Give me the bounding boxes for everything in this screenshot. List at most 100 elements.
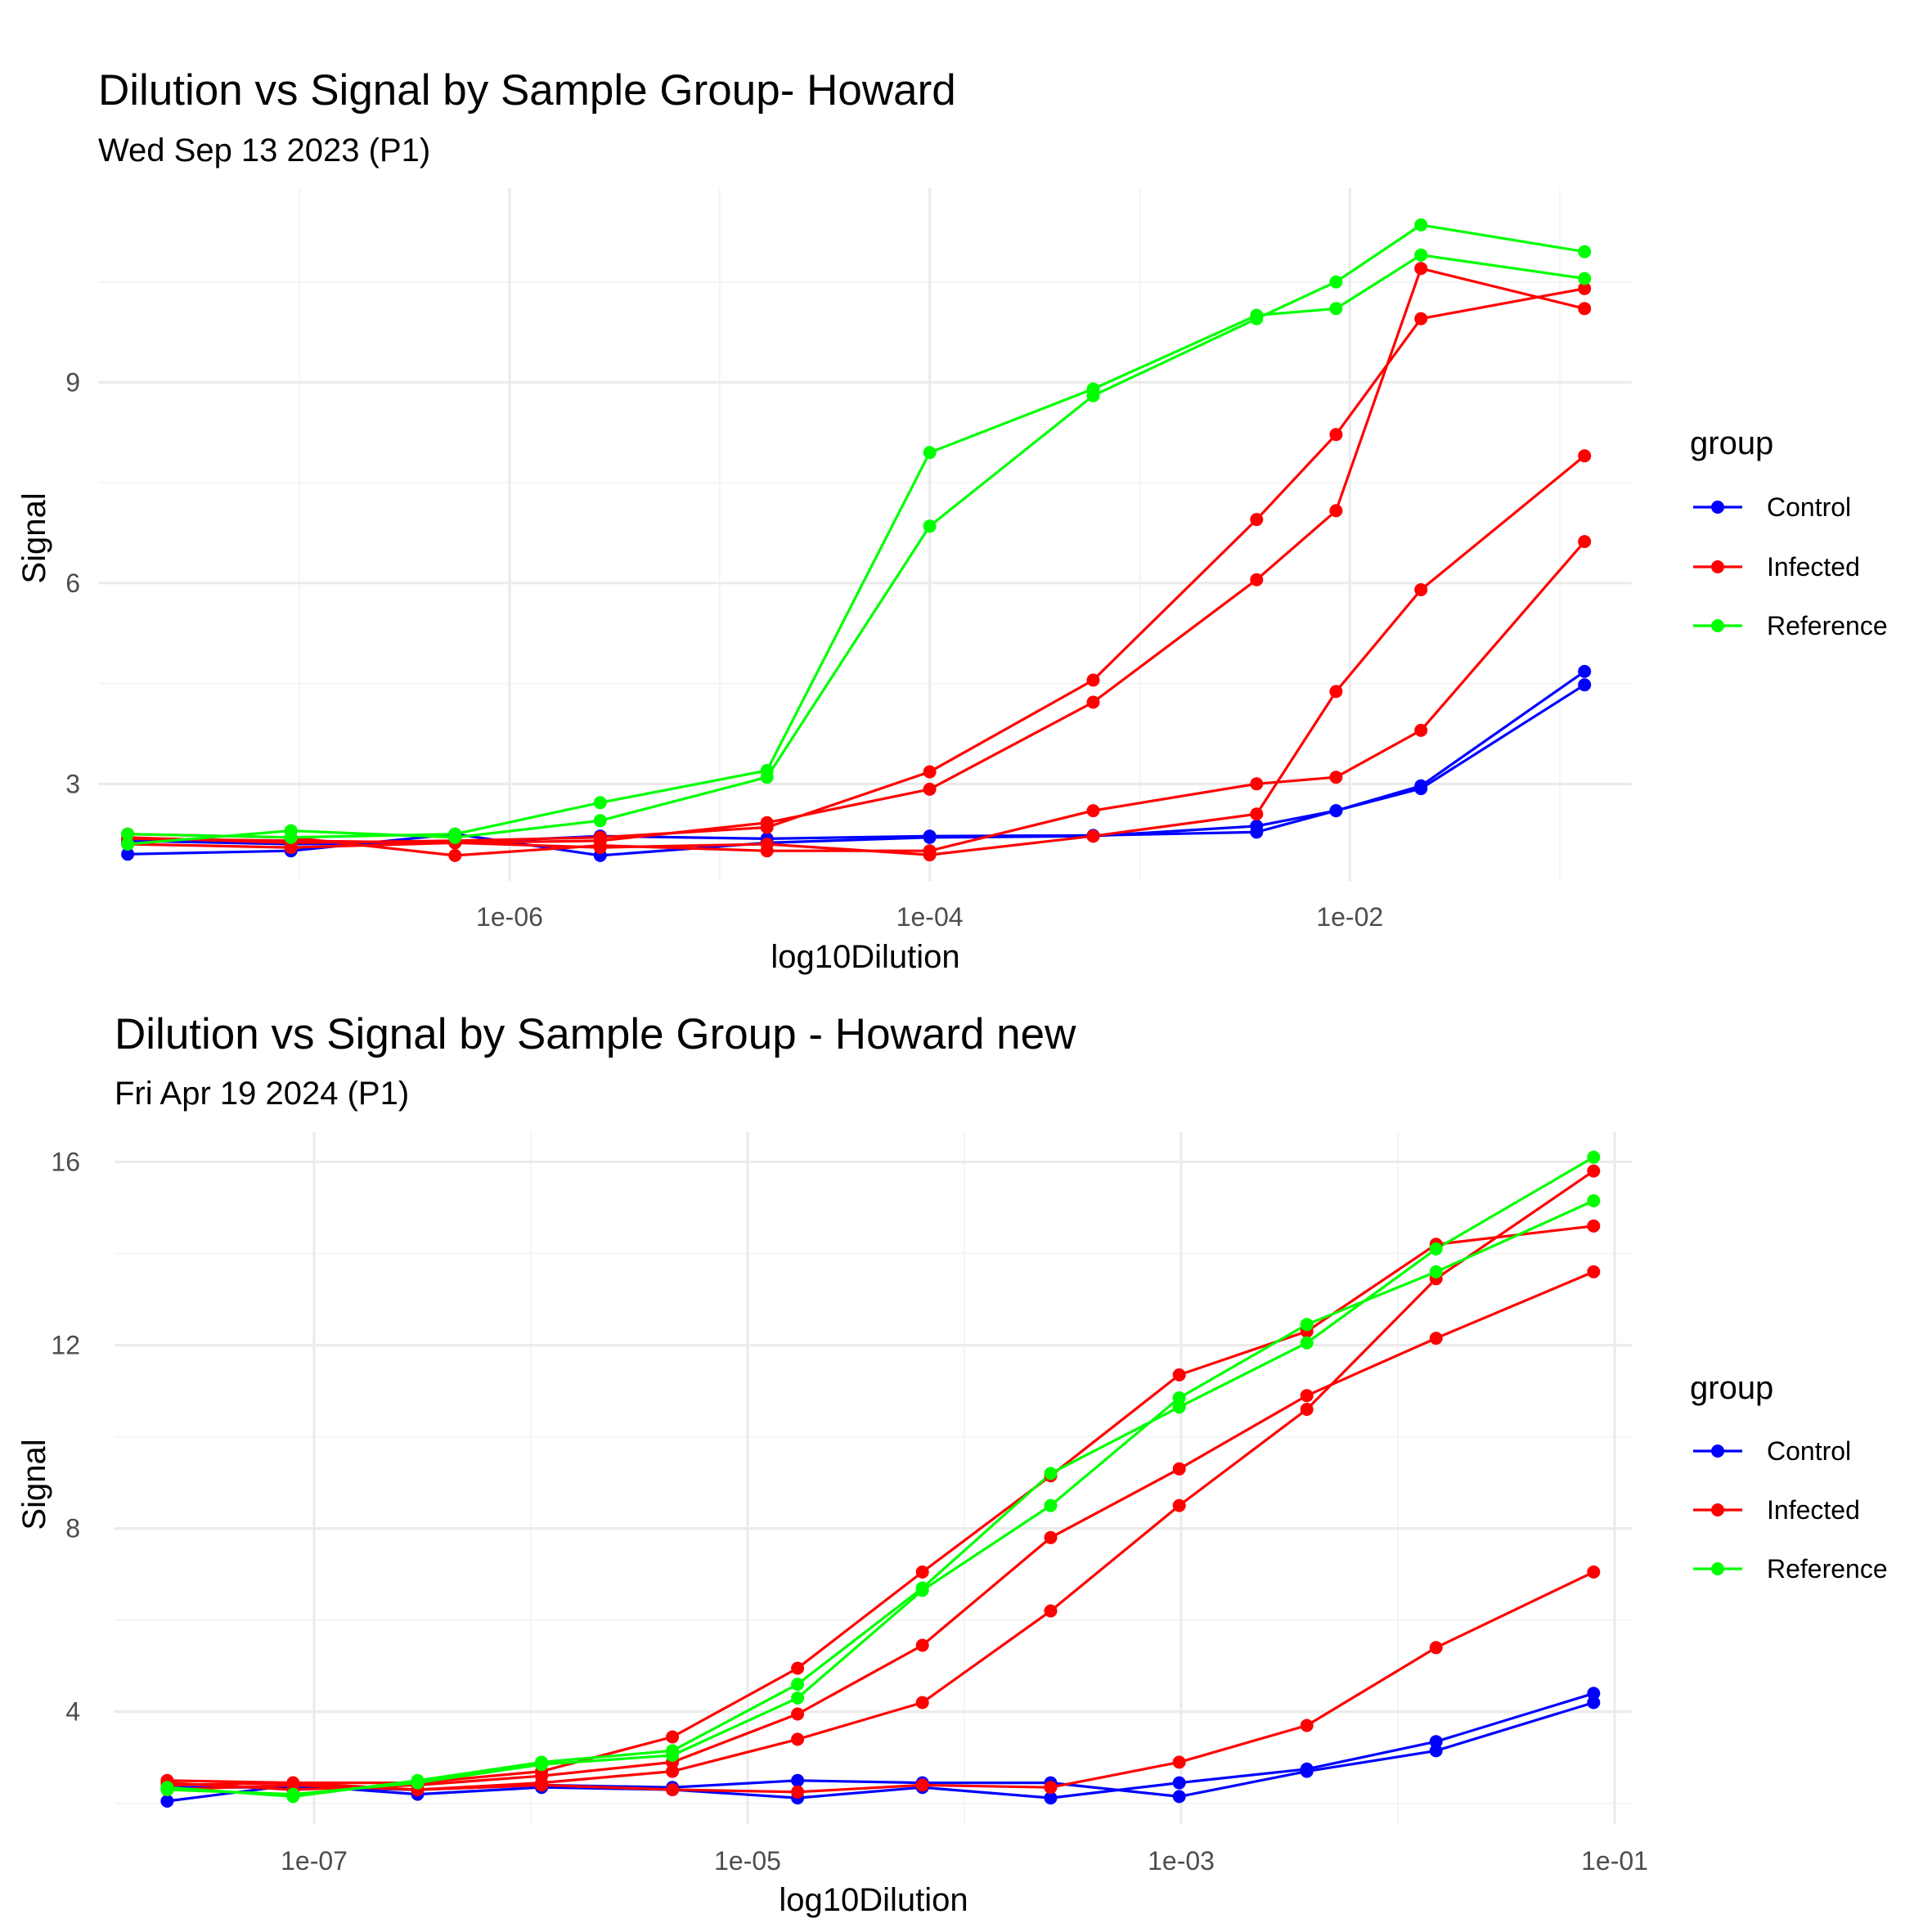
chart-1-plot-area: 3 6 9 1e-06 1e-04 1e-02 bbox=[65, 188, 1632, 932]
chart-2-data-point-reference bbox=[1172, 1391, 1186, 1404]
chart-2-data-point-infected bbox=[1172, 1498, 1186, 1512]
chart-2-data-point-infected bbox=[666, 1730, 680, 1744]
chart-2-data-point-reference bbox=[1044, 1467, 1058, 1480]
chart-1-data-point-reference bbox=[923, 446, 937, 460]
chart-2-data-point-reference bbox=[791, 1678, 805, 1692]
chart-2-data-point-reference bbox=[286, 1787, 300, 1801]
chart-2-data-point-infected bbox=[791, 1785, 805, 1799]
chart-1-data-point-control bbox=[1329, 804, 1343, 818]
chart-2-x-tick-label: 1e-05 bbox=[714, 1846, 781, 1876]
chart-2-data-point-reference bbox=[411, 1776, 425, 1790]
chart-1-legend-title: group bbox=[1690, 425, 1773, 461]
chart-2-data-point-infected bbox=[1587, 1265, 1601, 1278]
chart-1-data-point-reference bbox=[593, 796, 607, 810]
chart-2-data-point-control bbox=[1172, 1790, 1186, 1804]
chart-2-legend-label-reference: Reference bbox=[1767, 1554, 1888, 1584]
chart-1-legend-label-infected: Infected bbox=[1767, 552, 1860, 582]
chart-2-data-point-infected bbox=[1044, 1604, 1058, 1618]
chart-1-data-point-reference bbox=[1086, 382, 1100, 396]
chart-2-data-point-control bbox=[1429, 1744, 1443, 1758]
chart-2-data-point-infected bbox=[666, 1783, 680, 1796]
chart-1-data-point-infected bbox=[923, 848, 937, 862]
chart-1-title: Dilution vs Signal by Sample Group- Howa… bbox=[98, 66, 956, 115]
chart-1-data-point-infected bbox=[448, 848, 462, 862]
chart-1-data-point-control bbox=[1578, 678, 1592, 692]
chart-1-data-point-infected bbox=[1329, 771, 1343, 784]
chart-2-y-tick-label: 8 bbox=[65, 1514, 80, 1543]
chart-2-data-point-infected bbox=[791, 1661, 805, 1675]
chart-1-data-point-control bbox=[923, 829, 937, 843]
chart-2-data-point-infected bbox=[286, 1776, 300, 1790]
chart-2-data-point-infected bbox=[1587, 1565, 1601, 1579]
chart-1-data-point-control bbox=[1250, 825, 1264, 839]
chart-2-data-point-reference bbox=[1429, 1265, 1443, 1278]
chart-1-legend-key-point-infected bbox=[1711, 560, 1724, 573]
chart-1-data-point-infected bbox=[1250, 777, 1264, 791]
chart-1-data-point-reference bbox=[1414, 248, 1428, 262]
chart-2-data-point-control bbox=[1429, 1735, 1443, 1749]
chart-2-y-tick-label: 12 bbox=[51, 1331, 80, 1360]
chart-1-x-axis-title: log10Dilution bbox=[771, 939, 959, 975]
chart-1-data-point-infected bbox=[1250, 573, 1264, 586]
chart-2-data-point-control bbox=[1044, 1791, 1058, 1805]
chart-2-data-point-infected bbox=[1172, 1755, 1186, 1769]
chart-1-data-point-infected bbox=[1250, 807, 1264, 821]
chart-2-data-point-reference bbox=[1587, 1194, 1601, 1207]
chart-2-data-point-infected bbox=[791, 1707, 805, 1721]
chart-2-title: Dilution vs Signal by Sample Group - How… bbox=[115, 1010, 1076, 1058]
chart-2-x-tick-label: 1e-01 bbox=[1581, 1846, 1648, 1876]
chart-2-data-point-reference bbox=[915, 1584, 929, 1597]
chart-2-data-point-infected bbox=[1044, 1530, 1058, 1544]
chart-2-legend-key-point-control bbox=[1711, 1445, 1724, 1458]
chart-2-data-point-infected bbox=[1172, 1462, 1186, 1476]
chart-1-x-tick-label: 1e-06 bbox=[476, 902, 543, 932]
chart-2-data-point-reference bbox=[1300, 1318, 1314, 1332]
chart-1-data-point-reference bbox=[284, 830, 298, 844]
chart-2-data-point-infected bbox=[1172, 1368, 1186, 1382]
chart-1-data-point-infected bbox=[1086, 673, 1100, 687]
chart-1-data-point-control bbox=[121, 847, 135, 861]
chart-1-data-point-reference bbox=[448, 827, 462, 841]
chart-2-data-point-reference bbox=[535, 1758, 549, 1772]
chart-1-y-axis-title: Signal bbox=[16, 492, 52, 583]
chart-2-data-point-infected bbox=[1300, 1389, 1314, 1403]
chart-2-data-point-reference bbox=[1044, 1498, 1058, 1512]
chart-1-data-point-infected bbox=[1414, 312, 1428, 326]
chart-2-data-point-reference bbox=[160, 1783, 174, 1796]
chart-2-legend-key-point-reference bbox=[1711, 1562, 1724, 1575]
chart-1-data-point-infected bbox=[760, 838, 774, 851]
chart-2-data-point-infected bbox=[1429, 1332, 1443, 1346]
chart-1-data-point-control bbox=[1414, 782, 1428, 796]
chart-panel-1: Dilution vs Signal by Sample Group- Howa… bbox=[16, 66, 1888, 975]
chart-panel-2: Dilution vs Signal by Sample Group - How… bbox=[16, 1010, 1888, 1918]
chart-1-data-point-reference bbox=[760, 764, 774, 777]
chart-2-data-point-control bbox=[160, 1795, 174, 1808]
chart-2-series-line-control bbox=[167, 1692, 1594, 1803]
chart-1-data-point-infected bbox=[1578, 281, 1592, 295]
chart-2-legend-title: group bbox=[1690, 1370, 1773, 1406]
chart-1-data-point-reference bbox=[121, 838, 135, 851]
chart-2-y-axis-title: Signal bbox=[16, 1439, 52, 1530]
chart-2-data-point-control bbox=[791, 1773, 805, 1787]
chart-2-data-point-infected bbox=[666, 1764, 680, 1778]
chart-2-series-line-reference bbox=[167, 1156, 1595, 1798]
chart-2-data-point-infected bbox=[915, 1565, 929, 1579]
chart-2-data-point-reference bbox=[1587, 1150, 1601, 1164]
chart-1-legend-key-point-reference bbox=[1711, 619, 1724, 632]
chart-2-legend-label-control: Control bbox=[1767, 1436, 1851, 1466]
chart-1-data-point-infected bbox=[1414, 723, 1428, 737]
chart-2-data-point-control bbox=[1172, 1776, 1186, 1790]
chart-2-series-line-reference bbox=[167, 1199, 1594, 1796]
chart-2-data-point-infected bbox=[791, 1732, 805, 1746]
chart-1-data-point-infected bbox=[593, 830, 607, 844]
chart-1-legend: group Control Infected Reference bbox=[1690, 425, 1888, 640]
chart-2-x-tick-label: 1e-03 bbox=[1148, 1846, 1215, 1876]
chart-2-data-point-infected bbox=[1300, 1719, 1314, 1732]
chart-2-data-point-control bbox=[1587, 1696, 1601, 1710]
chart-1-data-point-infected bbox=[923, 765, 937, 779]
chart-2-data-point-infected bbox=[1429, 1641, 1443, 1655]
chart-2-plot-area: 4 8 12 16 1e-07 1e-05 1e-03 1e-01 bbox=[51, 1132, 1648, 1876]
chart-2-data-point-infected bbox=[915, 1638, 929, 1652]
chart-1-data-point-reference bbox=[923, 519, 937, 533]
